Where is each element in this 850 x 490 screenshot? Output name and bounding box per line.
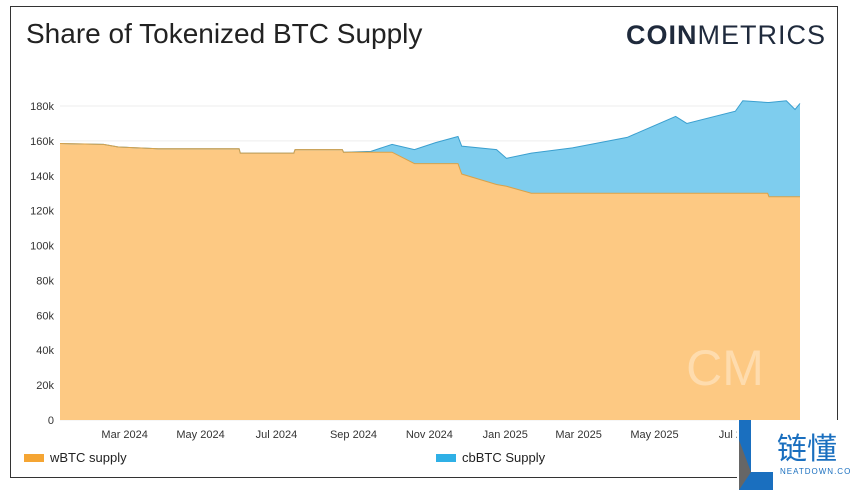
legend-swatch-wbtc — [24, 453, 44, 462]
series-area-wbtc — [60, 143, 800, 420]
watermark: CM — [686, 340, 764, 396]
neatdown-en: NEATDOWN.COM — [780, 467, 850, 476]
y-tick-label: 0 — [48, 415, 54, 427]
legend-item-cbbtc: cbBTC Supply — [436, 450, 545, 465]
x-tick-label: Nov 2024 — [406, 429, 453, 441]
neatdown-cn: 链懂 — [777, 432, 837, 467]
legend-label-wbtc: wBTC supply — [50, 450, 127, 465]
x-tick-label: Mar 2024 — [101, 429, 147, 441]
coinmetrics-logo: COINMETRICS — [626, 20, 826, 50]
series-area-cbbtc — [60, 100, 800, 197]
x-tick-label: May 2025 — [630, 429, 678, 441]
legend-item-wbtc: wBTC supply — [24, 450, 127, 465]
x-tick-label: Mar 2025 — [555, 429, 601, 441]
x-tick-label: Sep 2024 — [330, 429, 377, 441]
y-tick-label: 120k — [30, 206, 54, 218]
y-tick-label: 80k — [36, 275, 54, 287]
y-tick-label: 160k — [30, 136, 54, 148]
y-tick-label: 40k — [36, 345, 54, 357]
x-tick-label: Jan 2025 — [483, 429, 528, 441]
neatdown-logo-icon — [739, 420, 773, 490]
y-tick-label: 60k — [36, 310, 54, 322]
neatdown-badge: 链懂 NEATDOWN.COM — [737, 420, 850, 490]
x-tick-label: May 2024 — [176, 429, 224, 441]
legend-label-cbbtc: cbBTC Supply — [462, 450, 546, 465]
y-tick-label: 140k — [30, 171, 54, 183]
y-tick-label: 20k — [36, 380, 54, 392]
y-tick-label: 100k — [30, 241, 54, 253]
legend-swatch-cbbtc — [436, 453, 456, 462]
chart-title: Share of Tokenized BTC Supply — [26, 18, 423, 49]
series-line-wbtc — [59, 143, 800, 198]
x-tick-label: Jul 2024 — [256, 429, 298, 441]
x-tick-label: Jul 2 — [719, 429, 742, 441]
y-tick-label: 180k — [30, 101, 54, 113]
